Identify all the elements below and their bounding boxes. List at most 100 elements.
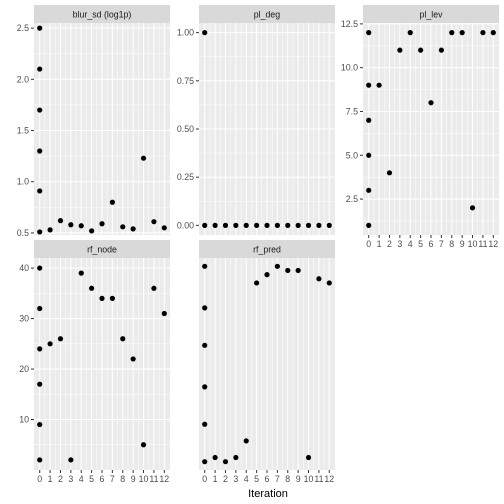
- x-tick-label: 10: [139, 474, 149, 484]
- data-point: [222, 459, 229, 465]
- data-point: [285, 222, 291, 228]
- facet-strip-label: pl_lev: [420, 10, 444, 20]
- x-tick-label: 12: [488, 239, 498, 249]
- data-point: [202, 421, 208, 427]
- data-point: [212, 222, 218, 228]
- x-tick-label: 5: [254, 474, 259, 484]
- data-point: [130, 226, 136, 232]
- data-point: [490, 30, 496, 36]
- data-point: [37, 66, 43, 72]
- data-point: [285, 267, 291, 274]
- data-point: [120, 224, 126, 230]
- x-tick-label: 0: [37, 474, 42, 484]
- x-tick-label: 10: [304, 474, 314, 484]
- facet-panel-0: blur_sd (log1p) 0.5 1.0 1.5 2.0 2.5: [17, 5, 170, 238]
- data-point: [57, 336, 64, 342]
- data-point: [68, 222, 74, 228]
- data-point: [37, 346, 43, 352]
- facet-strip-label: rf_node: [87, 245, 117, 255]
- x-tick-label: 8: [449, 239, 454, 249]
- y-tick-label: 1.0: [17, 177, 29, 187]
- x-tick-label: 0: [366, 239, 371, 249]
- y-tick-label: 2.5: [346, 194, 358, 204]
- data-point: [459, 30, 465, 36]
- data-point: [161, 310, 167, 317]
- y-tick-label: 10: [19, 415, 29, 425]
- y-tick-label: 2.5: [17, 23, 29, 33]
- data-point: [438, 47, 444, 53]
- facet-strip: [199, 240, 335, 258]
- data-point: [233, 454, 239, 461]
- data-point: [480, 30, 486, 36]
- data-point: [366, 82, 372, 88]
- data-point: [366, 30, 372, 36]
- data-point: [57, 218, 64, 224]
- data-point: [366, 117, 372, 123]
- x-tick-label: 1: [48, 474, 53, 484]
- y-tick-label: 0.25: [177, 172, 194, 182]
- data-point: [151, 219, 157, 225]
- facet-panel-1: pl_deg 0.00 0.25 0.50 0.75 1.00: [177, 5, 335, 235]
- data-point: [37, 265, 43, 271]
- x-tick-label: 8: [285, 474, 290, 484]
- y-tick-label: 20: [19, 364, 29, 374]
- x-tick-label: 12: [159, 474, 169, 484]
- data-point: [37, 188, 43, 194]
- data-point: [326, 280, 332, 286]
- x-tick-label: 2: [387, 239, 392, 249]
- x-tick-label: 3: [68, 474, 73, 484]
- data-point: [469, 205, 476, 211]
- data-point: [376, 82, 382, 88]
- x-tick-label: 1: [377, 239, 382, 249]
- data-point: [366, 152, 372, 158]
- facet-strip: [199, 5, 335, 23]
- y-tick-label: 12.5: [341, 19, 358, 29]
- facet-panels: blur_sd (log1p) 0.5 1.0 1.5 2.0 2.5 pl_deg 0.00…: [17, 5, 499, 484]
- facet-strip: [363, 5, 499, 23]
- data-point: [254, 222, 260, 228]
- data-point: [202, 222, 208, 228]
- data-point: [109, 295, 115, 301]
- data-point: [161, 225, 167, 231]
- data-point: [386, 170, 393, 176]
- data-point: [47, 341, 53, 347]
- data-point: [99, 295, 105, 301]
- data-point: [99, 221, 105, 227]
- x-tick-label: 7: [275, 474, 280, 484]
- x-tick-label: 5: [89, 474, 94, 484]
- data-point: [202, 384, 208, 390]
- x-tick-label: 9: [131, 474, 136, 484]
- x-tick-label: 1: [213, 474, 218, 484]
- y-tick-label: 1.5: [17, 126, 29, 136]
- x-axis-title: Iteration: [248, 488, 288, 500]
- data-point: [295, 267, 301, 274]
- data-point: [449, 30, 455, 36]
- data-point: [37, 421, 43, 428]
- data-point: [120, 336, 126, 342]
- x-tick-label: 9: [296, 474, 301, 484]
- data-point: [202, 30, 208, 36]
- facet-strip: [34, 5, 170, 23]
- x-tick-label: 2: [223, 474, 228, 484]
- data-point: [151, 285, 157, 291]
- data-point: [37, 107, 43, 113]
- x-tick-label: 0: [202, 474, 207, 484]
- facet-strip: [34, 240, 170, 258]
- x-tick-label: 3: [233, 474, 238, 484]
- y-tick-label: 0.5: [17, 228, 29, 238]
- y-tick-label: 7.5: [346, 106, 358, 116]
- x-tick-label: 11: [149, 474, 158, 484]
- data-point: [233, 222, 239, 228]
- data-point: [264, 222, 270, 228]
- y-tick-label: 2.0: [17, 74, 29, 84]
- y-tick-label: 0.50: [177, 124, 194, 134]
- data-point: [202, 342, 208, 348]
- facet-strip-label: pl_deg: [254, 10, 281, 20]
- data-point: [37, 229, 43, 235]
- x-tick-label: 4: [408, 239, 413, 249]
- data-point: [243, 222, 249, 228]
